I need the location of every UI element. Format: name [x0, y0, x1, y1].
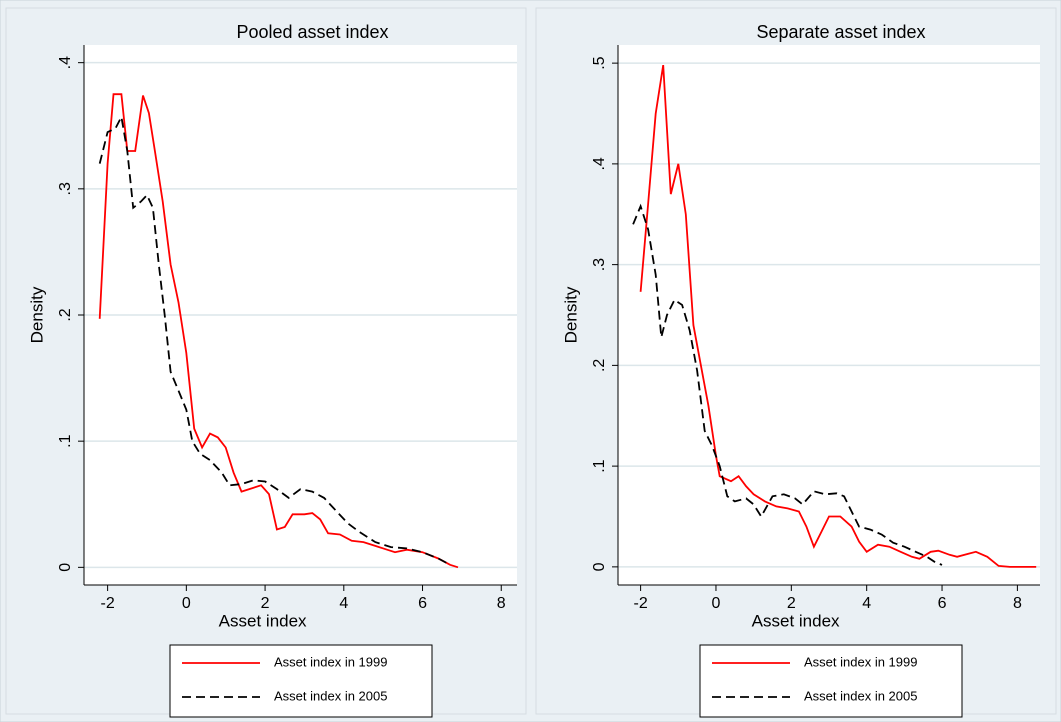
y-tick-label: .4 — [591, 157, 608, 170]
y-tick-label: .5 — [591, 56, 608, 69]
x-tick-label: 0 — [712, 595, 721, 612]
legend-label: Asset index in 2005 — [804, 688, 917, 703]
y-axis-title: Density — [561, 286, 580, 343]
y-tick-label: .3 — [591, 258, 608, 271]
legend-label: Asset index in 1999 — [804, 654, 917, 669]
x-tick-label: -2 — [101, 595, 115, 612]
chart-title: Pooled asset index — [236, 22, 388, 42]
plot-area — [618, 45, 1040, 585]
x-tick-label: -2 — [633, 595, 647, 612]
legend-label: Asset index in 1999 — [274, 654, 387, 669]
x-tick-label: 4 — [339, 595, 348, 612]
x-tick-label: 8 — [497, 595, 506, 612]
y-tick-label: .1 — [57, 434, 74, 447]
density-line — [98, 93, 459, 569]
x-axis-title: Asset index — [219, 611, 307, 630]
x-tick-label: 2 — [261, 595, 270, 612]
legend-label: Asset index in 2005 — [274, 688, 387, 703]
y-tick-label: .3 — [57, 182, 74, 195]
x-axis-title: Asset index — [752, 611, 840, 630]
y-tick-label: .1 — [591, 459, 608, 472]
density-line — [98, 114, 451, 566]
x-tick-label: 6 — [938, 595, 947, 612]
legend-box — [169, 644, 433, 718]
x-tick-label: 0 — [182, 595, 191, 612]
x-tick-label: 6 — [418, 595, 427, 612]
legend-box — [699, 644, 963, 718]
y-axis-title: Density — [27, 286, 46, 343]
density-line — [639, 64, 1037, 568]
chart-title: Separate asset index — [756, 22, 925, 42]
y-tick-label: .2 — [57, 308, 74, 321]
y-tick-label: 0 — [57, 563, 74, 572]
density-line — [632, 203, 943, 566]
x-tick-label: 2 — [787, 595, 796, 612]
y-tick-label: .2 — [591, 359, 608, 372]
x-tick-label: 8 — [1013, 595, 1022, 612]
y-tick-label: 0 — [591, 562, 608, 571]
x-tick-label: 4 — [862, 595, 871, 612]
y-tick-label: .4 — [57, 56, 74, 69]
